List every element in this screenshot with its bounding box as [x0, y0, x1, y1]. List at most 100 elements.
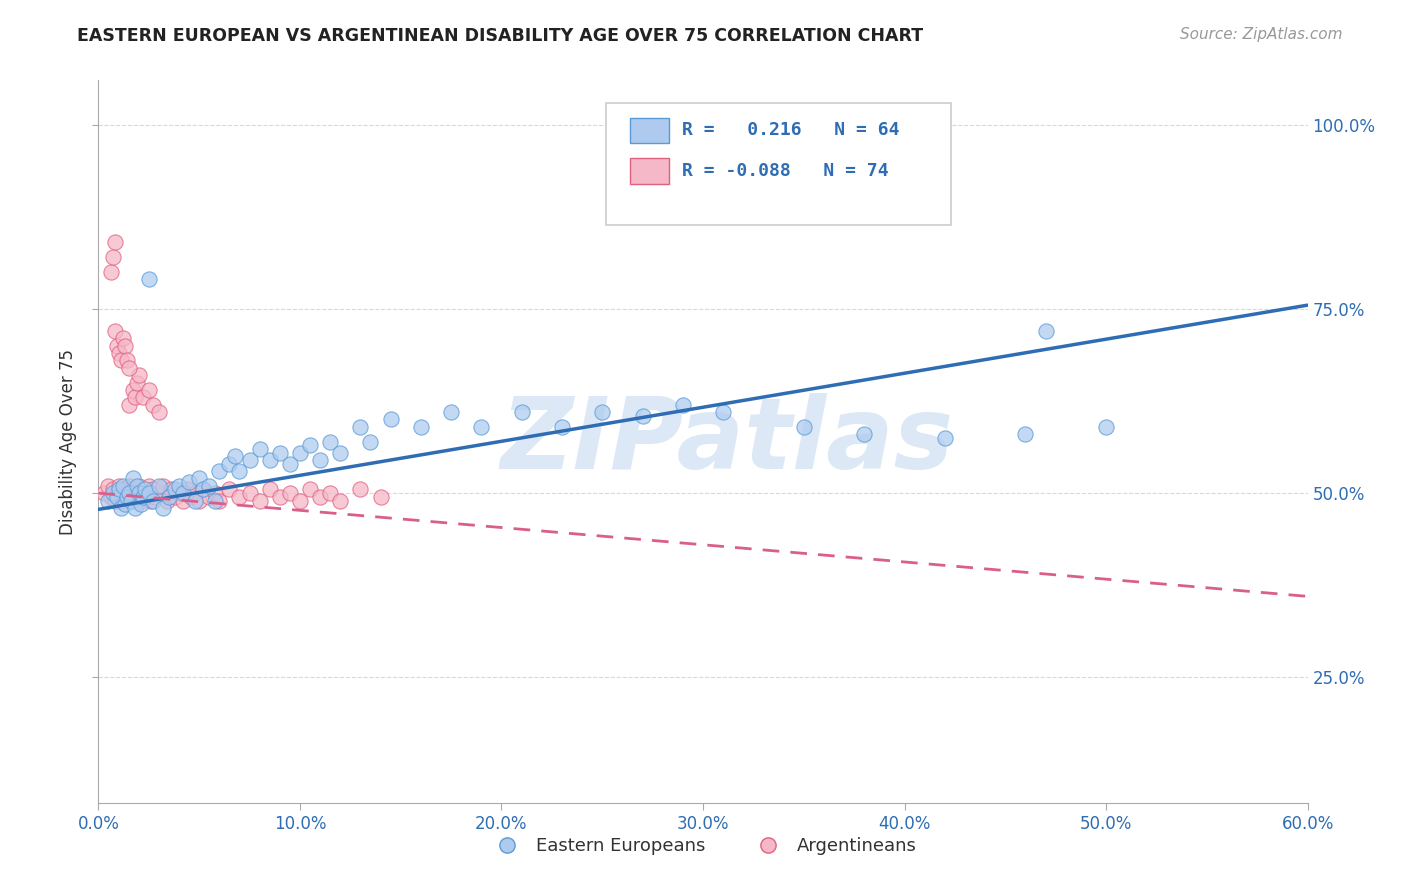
Point — [124, 390, 146, 404]
Point — [135, 486, 157, 500]
Point — [193, 483, 215, 497]
Point — [184, 493, 207, 508]
Point — [380, 412, 402, 426]
Point — [103, 235, 125, 250]
Point — [1035, 324, 1057, 338]
Text: R =   0.216   N = 64: R = 0.216 N = 64 — [682, 121, 900, 139]
Point — [1014, 427, 1036, 442]
Point — [329, 445, 352, 459]
Point — [470, 419, 492, 434]
Point — [132, 490, 155, 504]
Point — [188, 471, 211, 485]
Point — [278, 486, 301, 500]
Point — [134, 483, 156, 497]
Point — [440, 405, 463, 419]
Point — [118, 398, 141, 412]
Point — [114, 497, 136, 511]
Point — [121, 471, 143, 485]
Point — [551, 419, 574, 434]
Point — [204, 493, 226, 508]
Point — [114, 339, 136, 353]
Point — [163, 490, 186, 504]
Point — [259, 483, 281, 497]
Point — [105, 339, 128, 353]
Point — [172, 493, 194, 508]
Point — [152, 479, 174, 493]
Point — [115, 490, 138, 504]
Point — [115, 486, 138, 500]
Point — [188, 493, 211, 508]
Point — [138, 486, 160, 500]
Point — [114, 490, 136, 504]
Point — [148, 479, 170, 493]
Point — [111, 331, 134, 345]
Point — [228, 490, 250, 504]
Point — [853, 427, 876, 442]
Point — [143, 490, 166, 504]
Point — [132, 390, 155, 404]
Point — [115, 353, 138, 368]
Point — [128, 368, 150, 383]
Point — [100, 265, 122, 279]
Point — [591, 405, 613, 419]
Point — [510, 405, 533, 419]
Point — [631, 409, 654, 423]
Point — [218, 483, 240, 497]
Point — [101, 486, 124, 500]
Point — [129, 497, 152, 511]
Point — [124, 490, 146, 504]
Point — [249, 493, 271, 508]
Point — [120, 493, 142, 508]
Point — [160, 483, 183, 497]
Text: Source: ZipAtlas.com: Source: ZipAtlas.com — [1180, 27, 1343, 42]
Point — [103, 324, 125, 338]
Y-axis label: Disability Age Over 75: Disability Age Over 75 — [59, 349, 77, 534]
Point — [107, 346, 129, 360]
Point — [107, 483, 129, 497]
Point — [118, 486, 141, 500]
Point — [204, 486, 226, 500]
Point — [793, 419, 815, 434]
Point — [138, 383, 160, 397]
Point — [1095, 419, 1118, 434]
Point — [142, 483, 165, 497]
FancyBboxPatch shape — [630, 118, 669, 143]
Point — [172, 486, 194, 500]
Point — [111, 479, 134, 493]
Point — [111, 483, 134, 497]
Point — [288, 445, 311, 459]
Point — [124, 500, 146, 515]
Point — [319, 486, 342, 500]
Point — [121, 483, 143, 497]
Point — [105, 486, 128, 500]
Point — [370, 490, 392, 504]
Point — [157, 490, 180, 504]
Point — [934, 431, 956, 445]
Point — [118, 479, 141, 493]
Point — [349, 419, 371, 434]
Point — [269, 490, 291, 504]
Point — [125, 479, 148, 493]
Point — [105, 490, 128, 504]
Point — [319, 434, 342, 449]
Point — [142, 398, 165, 412]
Point — [97, 479, 120, 493]
Point — [239, 486, 262, 500]
Point — [107, 479, 129, 493]
Point — [184, 486, 207, 500]
Point — [142, 493, 165, 508]
Point — [309, 490, 332, 504]
Point — [309, 453, 332, 467]
Point — [259, 453, 281, 467]
Point — [299, 483, 322, 497]
Point — [299, 438, 322, 452]
Point — [110, 500, 132, 515]
Point — [121, 383, 143, 397]
Point — [129, 493, 152, 508]
Legend: Eastern Europeans, Argentineans: Eastern Europeans, Argentineans — [482, 830, 924, 863]
Point — [329, 493, 352, 508]
Point — [239, 453, 262, 467]
Text: ZIPatlas: ZIPatlas — [501, 393, 953, 490]
Point — [198, 490, 221, 504]
Point — [193, 483, 215, 497]
